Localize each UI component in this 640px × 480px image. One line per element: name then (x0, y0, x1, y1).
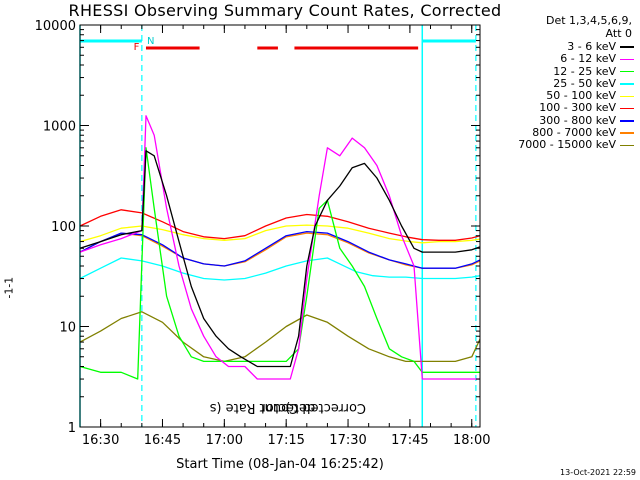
x-tick-label: 16:45 (144, 433, 181, 448)
chart-title: RHESSI Observing Summary Count Rates, Co… (68, 1, 502, 20)
legend-header-attenuator: Att 0 (605, 27, 632, 40)
series-line-7000-15000-kev (79, 311, 481, 363)
legend-item: 800 - 7000 keV (482, 126, 634, 140)
legend-label: 7000 - 15000 keV (518, 138, 616, 152)
x-tick-label: 16:30 (82, 433, 119, 448)
y-tick-label: 10 (59, 321, 76, 336)
legend-swatch (620, 83, 634, 85)
y-tick-label: 1000 (43, 120, 76, 135)
x-tick-label: 17:30 (329, 433, 366, 448)
legend-swatch (620, 95, 634, 98)
timestamp: 13-Oct-2021 22:59 (560, 468, 636, 477)
legend-item: 25 - 50 keV (482, 76, 634, 90)
y-tick-label: 10000 (35, 19, 76, 34)
legend-item: 50 - 100 keV (482, 89, 634, 103)
legend-item: 7000 - 15000 keV (482, 139, 634, 151)
legend-swatch (620, 46, 634, 48)
flare-flag: F (134, 42, 140, 53)
series-line-6-12-kev (79, 115, 480, 380)
legend-item: 12 - 25 keV (482, 64, 634, 78)
legend-label: 50 - 100 keV (546, 89, 616, 103)
x-tick-label: 17:45 (391, 433, 428, 448)
y-tick-label: 100 (51, 220, 76, 235)
legend-swatch (620, 107, 634, 110)
legend-header: Det 1,3,4,5,6,9, Att 0 (546, 14, 632, 40)
x-tick-label: 18:00 (453, 433, 490, 448)
legend-label: 100 - 300 keV (539, 101, 616, 115)
y-tick-label: 1 (68, 421, 76, 436)
legend-item: 300 - 800 keV (482, 113, 634, 127)
legend-item: 3 - 6 keV (482, 40, 634, 53)
x-axis-label: Start Time (08-Jan-04 16:25:42) (176, 457, 384, 472)
legend-label: 25 - 50 keV (553, 76, 616, 90)
legend-swatch (620, 132, 634, 134)
legend: 3 - 6 keV 6 - 12 keV 12 - 25 keV 25 - 50 ke… (482, 40, 634, 152)
legend-swatch (620, 144, 634, 147)
legend-header-detectors: Det 1,3,4,5,6,9, (545, 14, 632, 27)
legend-swatch (620, 58, 634, 61)
series-line-50-100-kev (79, 224, 481, 244)
legend-label: 3 - 6 keV (567, 40, 616, 53)
series-line-100-300-kev (79, 209, 481, 241)
series-line-3-6-kev (79, 150, 481, 368)
series-line-300-800-kev (79, 230, 481, 269)
legend-label: 300 - 800 keV (539, 113, 616, 127)
legend-label: 6 - 12 keV (560, 52, 616, 66)
legend-item: 100 - 300 keV (482, 102, 634, 114)
night-flag: N (147, 36, 154, 47)
series-line-25-50-kev (79, 257, 481, 281)
legend-label: 800 - 7000 keV (532, 126, 616, 140)
legend-label: 12 - 25 keV (553, 64, 616, 78)
x-tick-label: 17:00 (206, 433, 243, 448)
x-tick-label: 17:15 (267, 433, 304, 448)
legend-item: 6 - 12 keV (482, 52, 634, 66)
series-line-12-25-kev (79, 147, 480, 380)
legend-swatch (620, 70, 634, 73)
legend-swatch (620, 120, 634, 122)
